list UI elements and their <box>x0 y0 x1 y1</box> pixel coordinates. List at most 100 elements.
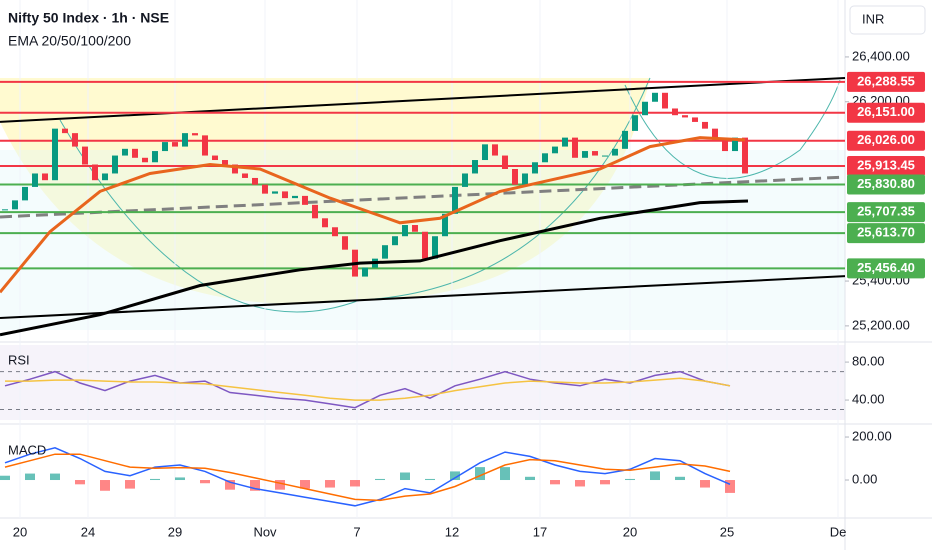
candle <box>672 108 678 116</box>
histogram-bar <box>500 467 510 481</box>
candle <box>432 236 438 259</box>
histogram-bar <box>350 480 360 487</box>
histogram-bar <box>375 478 385 481</box>
histogram-bar <box>175 477 185 481</box>
histogram-bar <box>625 478 635 481</box>
candle <box>142 157 148 163</box>
candle <box>32 173 38 187</box>
histogram-bar <box>200 480 210 484</box>
y-tick-label: 80.00 <box>852 354 885 369</box>
level-label-box <box>847 71 925 92</box>
histogram-bar <box>475 467 485 481</box>
x-tick-label: 29 <box>168 524 182 539</box>
trendline <box>0 275 846 320</box>
candle <box>652 92 658 102</box>
y-tick-label: 25,200.00 <box>852 317 910 332</box>
candle <box>122 148 128 156</box>
candle <box>62 128 68 134</box>
candle <box>502 155 508 169</box>
candle <box>552 146 558 154</box>
series-line <box>4 447 731 507</box>
candle <box>572 137 578 158</box>
currency-box[interactable] <box>849 5 926 35</box>
x-tick-label: 7 <box>353 524 360 539</box>
candle <box>282 191 288 199</box>
histogram-bar <box>425 478 435 481</box>
histogram-bar <box>25 473 35 481</box>
x-tick-label: Nov <box>253 524 277 539</box>
candle <box>592 151 598 156</box>
level-label-box <box>847 174 925 195</box>
candle <box>212 155 218 161</box>
candle <box>712 128 718 140</box>
trendline <box>0 76 846 123</box>
candle <box>92 164 98 181</box>
histogram-bar <box>0 475 10 481</box>
y-tick-label: 40.00 <box>852 392 885 407</box>
candle <box>422 231 428 259</box>
histogram-bar <box>575 480 585 487</box>
candle <box>152 151 158 163</box>
histogram-bar <box>700 480 710 488</box>
level-label-box <box>847 258 925 279</box>
level-label: 26,288.55 <box>857 73 915 88</box>
candle <box>332 227 338 237</box>
pane-title: RSI <box>8 352 30 367</box>
candle <box>492 144 498 156</box>
x-tick-label: 20 <box>623 524 637 539</box>
level-label-box <box>847 102 925 123</box>
candle <box>562 137 568 147</box>
currency[interactable]: INR <box>862 11 884 26</box>
level-label-box <box>847 130 925 151</box>
histogram-bar <box>550 480 560 485</box>
histogram-bar <box>650 471 660 481</box>
x-tick-label: 20 <box>13 524 27 539</box>
candle <box>602 155 608 157</box>
level-label-box <box>847 155 925 176</box>
candle <box>112 155 118 174</box>
series-line <box>0 199 749 337</box>
histogram-bar <box>150 478 160 481</box>
histogram-bar <box>225 480 235 490</box>
candle <box>442 213 448 237</box>
level-label-box <box>847 202 925 223</box>
candle <box>102 173 108 181</box>
candle <box>262 184 268 194</box>
level-label: 26,026.00 <box>857 132 915 147</box>
candle <box>2 209 8 211</box>
candle <box>52 128 58 181</box>
candle <box>202 135 208 156</box>
x-tick-label: 12 <box>445 524 459 539</box>
y-tick-label: 200.00 <box>852 428 892 443</box>
level-label: 25,613.70 <box>857 225 915 240</box>
x-tick-label: De <box>830 524 847 539</box>
level-label: 26,151.00 <box>857 104 915 119</box>
candle <box>242 173 248 178</box>
candle <box>82 146 88 165</box>
x-tick-label: 24 <box>81 524 95 539</box>
histogram-bar <box>675 476 685 481</box>
histogram-bar <box>75 480 85 485</box>
candle <box>292 195 298 199</box>
candle <box>312 204 318 219</box>
candle <box>452 186 458 214</box>
candle <box>542 153 548 163</box>
candle <box>532 162 538 174</box>
candle <box>512 168 518 185</box>
candle <box>342 236 348 250</box>
candle <box>472 160 478 174</box>
candle <box>402 225 408 237</box>
candle <box>412 225 418 232</box>
histogram-bar <box>275 480 285 490</box>
histogram-bar <box>400 472 410 481</box>
candle <box>322 218 328 228</box>
candle <box>172 142 178 147</box>
y-tick-label: 0.00 <box>852 471 877 486</box>
histogram-bar <box>125 480 135 489</box>
candle <box>232 164 238 174</box>
candle <box>722 139 728 152</box>
candle <box>392 236 398 246</box>
histogram-bar <box>725 480 735 493</box>
level-label: 25,707.35 <box>857 204 915 219</box>
